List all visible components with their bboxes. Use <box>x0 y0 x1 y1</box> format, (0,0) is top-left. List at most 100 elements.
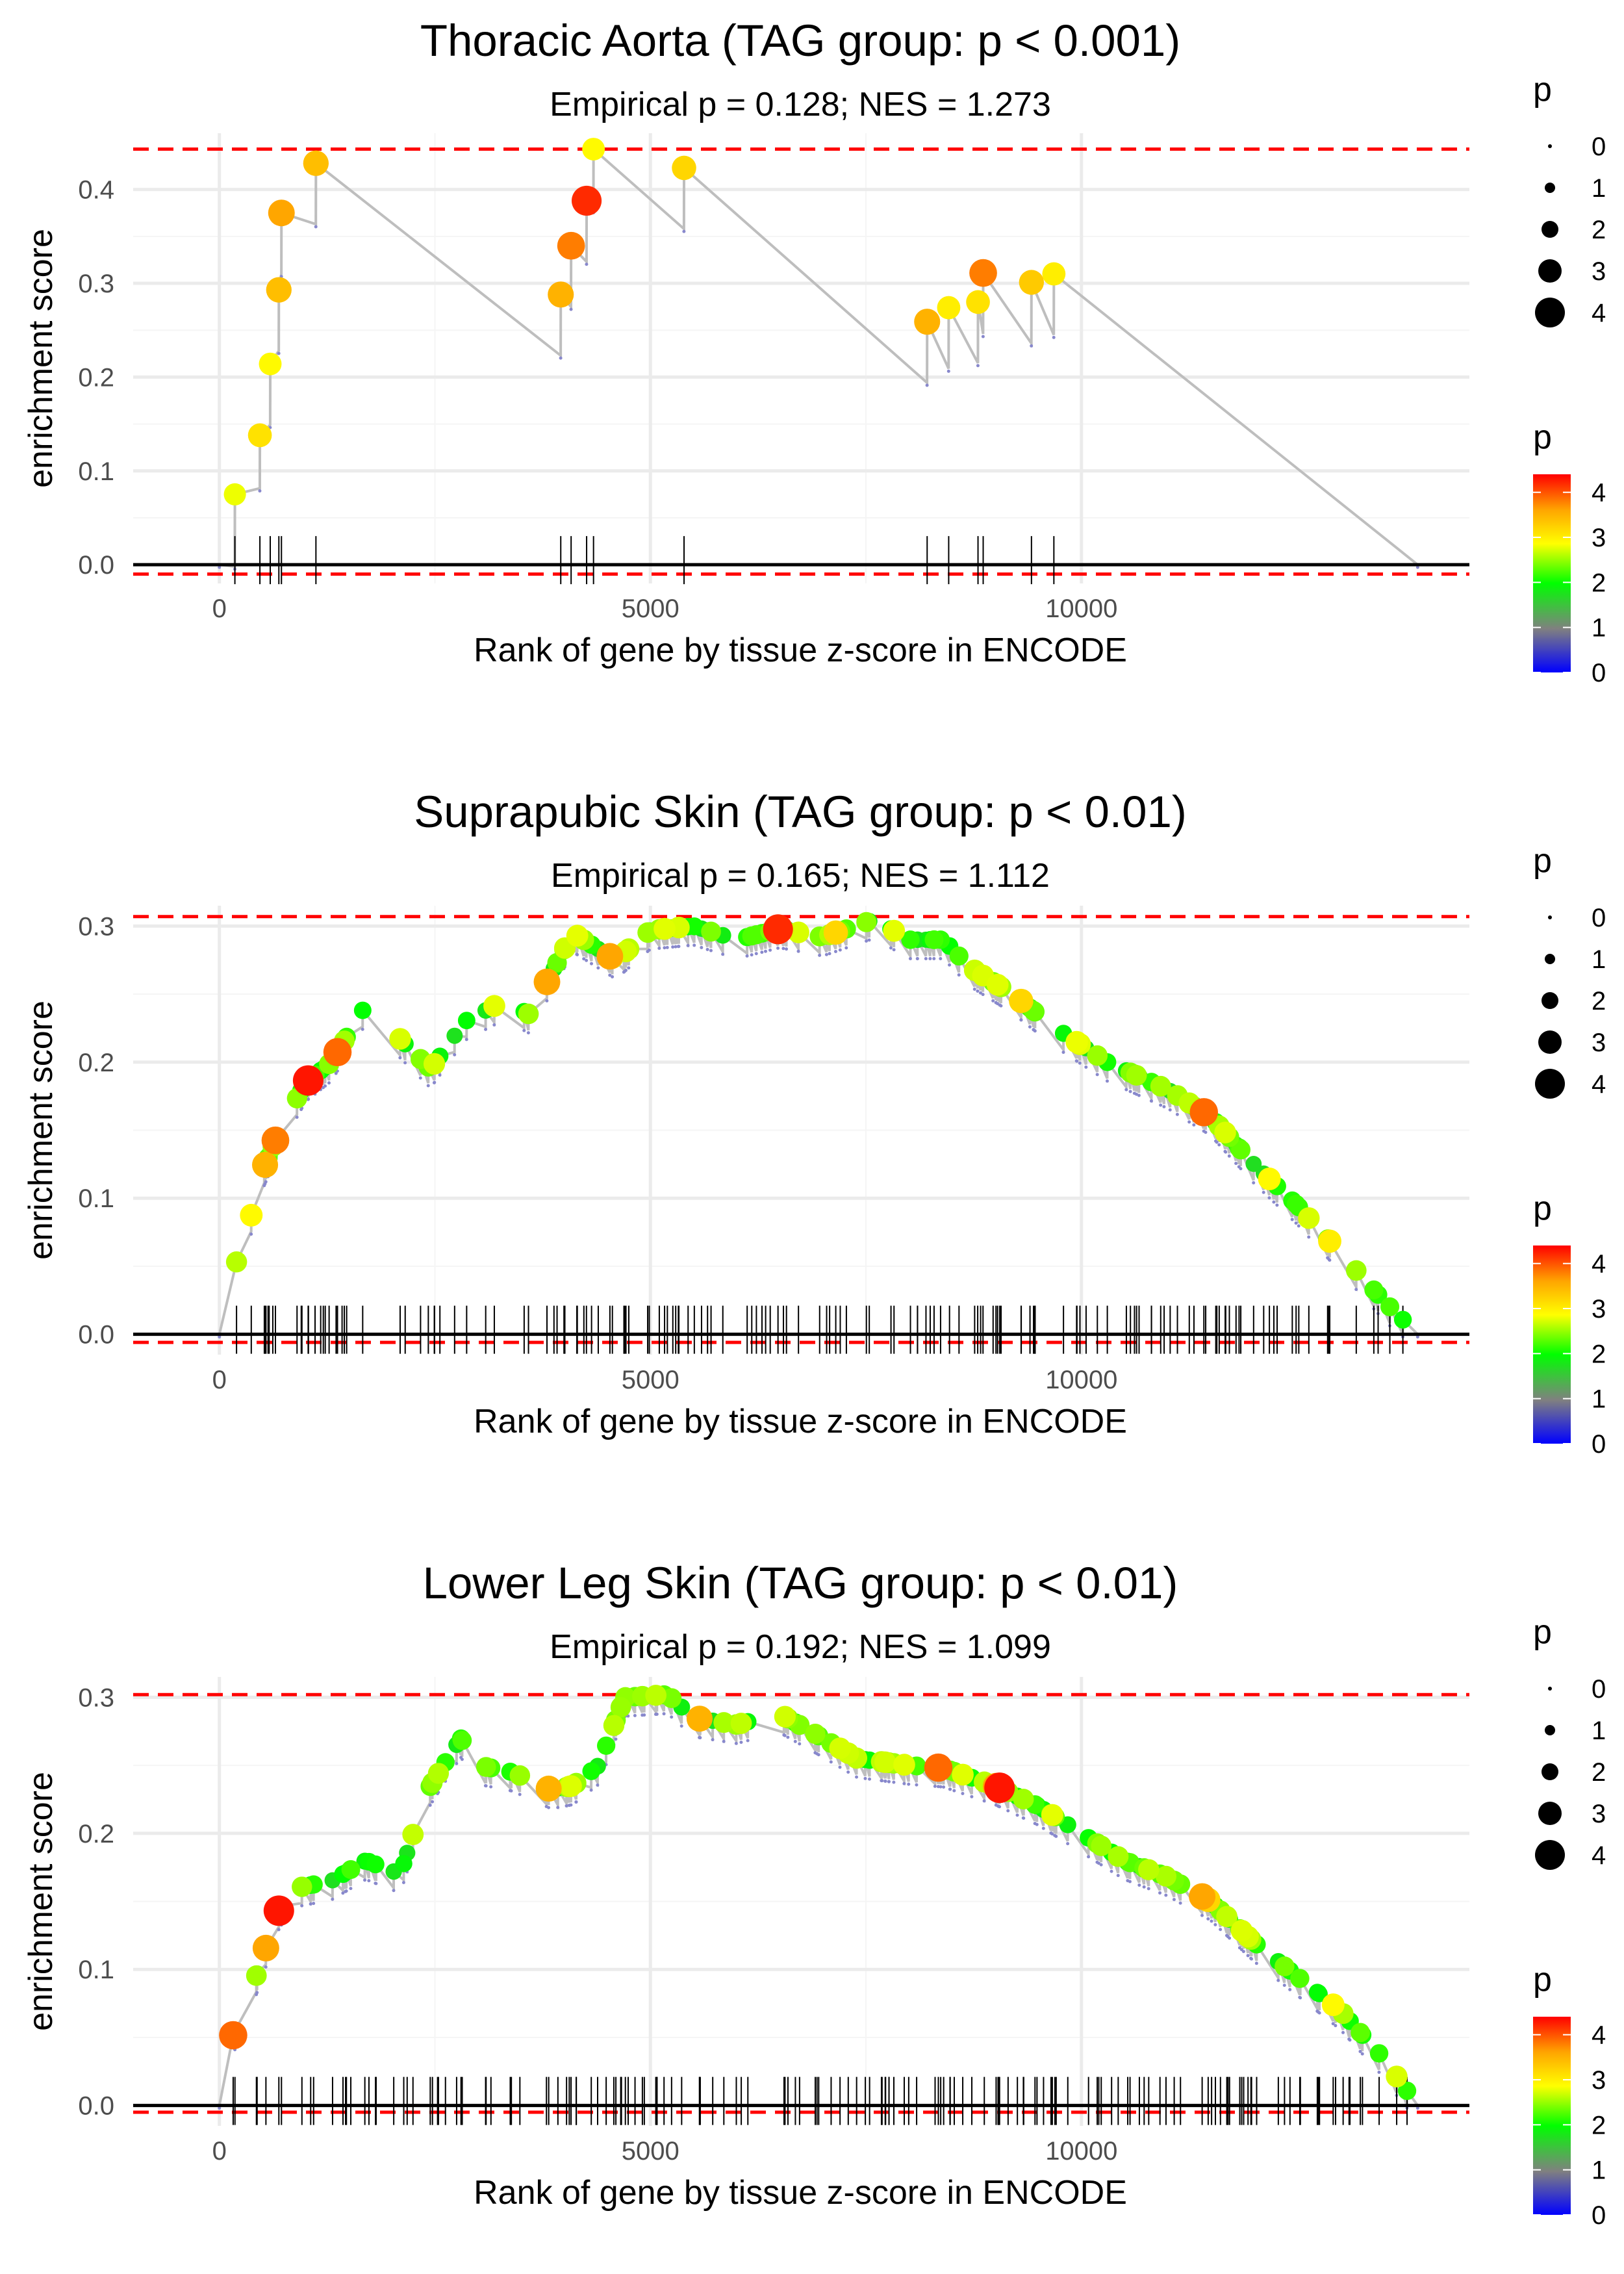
hit-point <box>1138 1859 1160 1881</box>
hit-point <box>560 1775 582 1797</box>
vertex-dot <box>657 947 661 951</box>
vertex-dot <box>1158 1891 1162 1895</box>
size-legend-title: p <box>1533 842 1552 880</box>
size-legend-dot <box>1542 221 1558 238</box>
size-legend-dot <box>1542 1763 1558 1780</box>
vertex-dot <box>1142 1885 1146 1889</box>
hit-point <box>1189 1883 1216 1910</box>
vertex-dot <box>249 1232 253 1236</box>
vertex-dot <box>398 1056 402 1060</box>
color-legend-label: 3 <box>1592 1295 1606 1323</box>
vertex-dot <box>518 1793 522 1796</box>
size-legend-label: 0 <box>1592 1675 1606 1704</box>
vertex-dot <box>924 956 928 960</box>
vertex-dot <box>892 948 896 952</box>
x-tick-label: 10000 <box>1045 594 1117 623</box>
vertex-dot <box>1217 1143 1221 1147</box>
hit-point <box>1298 1207 1320 1229</box>
vertex-dot <box>1307 1235 1311 1239</box>
vertex-dot <box>976 989 980 993</box>
vertex-dot <box>569 1803 573 1807</box>
size-legend-dot <box>1545 954 1555 964</box>
vertex-dot <box>972 987 976 991</box>
vertex-dot <box>991 999 995 1003</box>
color-legend-label: 0 <box>1592 1430 1606 1459</box>
vertex-dot <box>655 1712 659 1716</box>
x-axis-title: Rank of gene by tissue z-score in ENCODE <box>474 2174 1127 2212</box>
enrichment-line <box>219 146 1419 568</box>
vertex-dot <box>734 1741 738 1745</box>
vertex-dot <box>776 946 780 950</box>
y-tick-label: 0.0 <box>78 551 114 580</box>
vertex-dot <box>1200 1913 1204 1917</box>
size-legend-dot <box>1538 1030 1562 1054</box>
vertex-dot <box>709 949 713 952</box>
hit-point <box>1150 1075 1171 1097</box>
size-legend-dot <box>1548 1687 1552 1691</box>
vertex-dot <box>1052 335 1056 339</box>
vertex-dot <box>324 1084 327 1088</box>
vertex-dot <box>682 229 686 233</box>
vertex-dot <box>1297 1224 1300 1228</box>
vertex-dot <box>590 962 594 965</box>
vertex-dot <box>982 1799 986 1803</box>
y-tick-label: 0.1 <box>78 1184 114 1213</box>
vertex-dot <box>642 1713 646 1717</box>
hit-point <box>686 1706 713 1732</box>
hit-point <box>251 1151 279 1178</box>
vertex-dot <box>218 2106 222 2110</box>
vertex-dot <box>1175 1112 1179 1116</box>
hit-point <box>353 1001 372 1019</box>
size-legend-dot <box>1538 259 1562 283</box>
vertex-dot <box>1134 1092 1138 1096</box>
chart-panel-1: Thoracic Aorta (TAG group: p < 0.001) Emp… <box>22 16 1606 687</box>
vertex-dot <box>722 1739 726 1743</box>
vertex-dot <box>828 952 831 956</box>
vertex-dot <box>915 1783 919 1787</box>
vertex-dot <box>1162 1105 1166 1108</box>
hit-point <box>1087 1045 1108 1066</box>
chart-subtitle: Empirical p = 0.128; NES = 1.273 <box>550 86 1051 123</box>
vertex-dot <box>1105 1079 1109 1083</box>
hit-point <box>266 277 292 303</box>
vertex-dot <box>902 1782 906 1785</box>
hit-point <box>535 1775 562 1802</box>
vertex-dot <box>1252 1181 1256 1185</box>
hit-point <box>637 922 658 943</box>
vertex-dot <box>1241 1950 1245 1954</box>
hit-point <box>1290 1969 1310 1988</box>
vertex-dot <box>255 1991 259 1995</box>
x-tick-label: 10000 <box>1045 2137 1117 2165</box>
vertex-dot <box>867 938 871 942</box>
vertex-dot <box>1006 1809 1010 1813</box>
y-tick-label: 0.1 <box>78 1956 114 1984</box>
vertex-dot <box>1137 1093 1141 1097</box>
vertex-dot <box>796 949 800 953</box>
vertex-dot <box>1110 1869 1113 1873</box>
hit-point <box>240 1203 263 1227</box>
x-tick-label: 0 <box>212 1366 227 1394</box>
vertex-dot <box>426 1084 430 1088</box>
hit-point <box>1019 270 1045 295</box>
vertex-dot <box>1128 1090 1132 1093</box>
vertex-dot <box>939 1785 943 1789</box>
vertex-dot <box>556 1806 560 1809</box>
vertex-dot <box>361 1027 364 1031</box>
color-legend-title: p <box>1533 1961 1552 1999</box>
hit-point <box>292 1876 312 1897</box>
size-legend-label: 3 <box>1592 257 1606 286</box>
hit-point <box>823 920 848 945</box>
vertex-dot <box>1015 1813 1019 1817</box>
color-legend-label: 0 <box>1592 2201 1606 2230</box>
vertex-dot <box>907 1782 911 1786</box>
vertex-dot <box>218 1335 222 1339</box>
hit-point <box>914 309 941 335</box>
hit-point <box>1042 262 1066 286</box>
hit-point <box>219 2021 247 2050</box>
vertex-dot <box>1178 1901 1182 1905</box>
hit-point <box>596 1736 616 1756</box>
hit-point <box>805 1723 826 1744</box>
vertex-dot <box>1033 1029 1037 1033</box>
vertex-dot <box>1116 1874 1120 1878</box>
vertex-dot <box>574 1800 578 1804</box>
